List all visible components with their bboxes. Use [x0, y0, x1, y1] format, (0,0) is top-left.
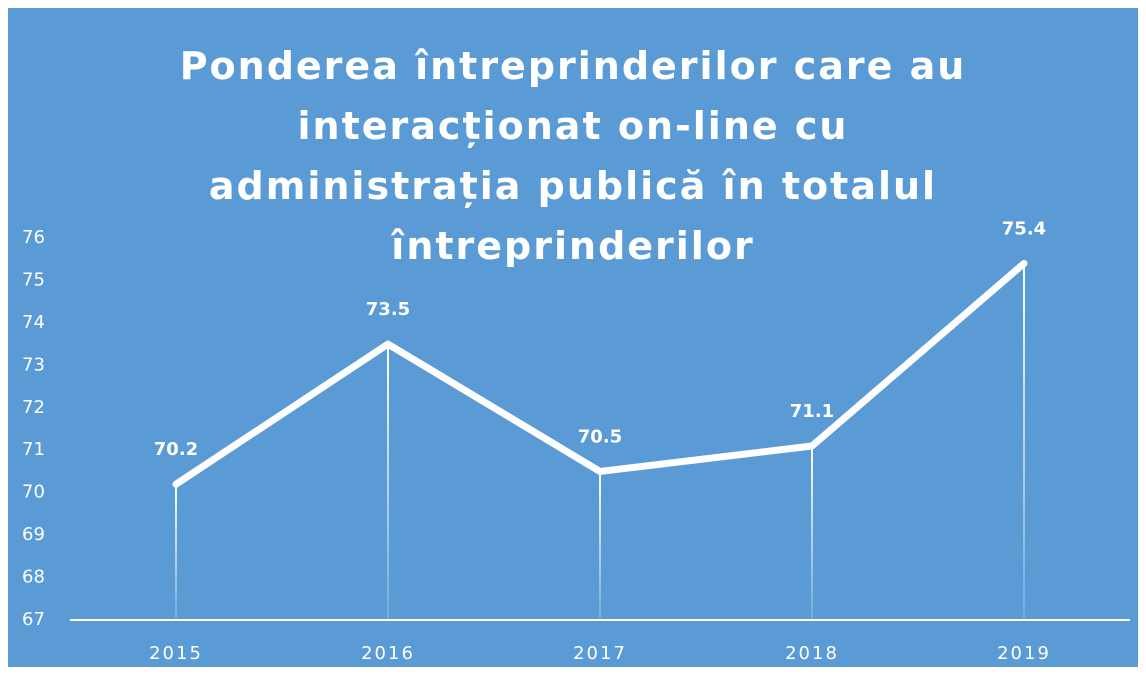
chart-area: 67 68 69 70 71 72 73 74 75 76 2015 2016 2017 2018 2019… [8, 8, 1138, 667]
x-tick-label: 2017 [573, 643, 627, 664]
y-tick-label: 72 [22, 397, 45, 418]
y-tick-label: 74 [22, 312, 45, 333]
drop-line [1023, 263, 1025, 620]
x-tick-label: 2018 [785, 643, 839, 664]
line-series [172, 259, 1028, 488]
data-label: 70.2 [154, 439, 198, 460]
y-tick-label: 73 [22, 354, 45, 375]
data-label: 71.1 [790, 401, 834, 422]
x-tick-label: 2019 [997, 643, 1051, 664]
y-tick-label: 75 [22, 269, 45, 290]
drop-line [387, 344, 389, 620]
x-tick-label: 2016 [361, 643, 415, 664]
drop-line [811, 445, 813, 620]
y-tick-label: 67 [22, 609, 45, 630]
y-tick-label: 70 [22, 482, 45, 503]
chart: 67 68 69 70 71 72 73 74 75 76 2015 2016 2017 2018 2019… [22, 218, 1130, 664]
y-tick-label: 71 [22, 439, 45, 460]
drop-line [175, 484, 177, 620]
x-tick-label: 2015 [149, 643, 203, 664]
y-tick-label: 69 [22, 524, 45, 545]
drop-line [599, 471, 601, 620]
data-label: 70.5 [578, 426, 622, 447]
y-tick-label: 68 [22, 567, 45, 588]
chart-title: Ponderea întreprinderilor care au intera… [179, 44, 967, 268]
y-tick-label: 76 [22, 227, 45, 248]
data-label: 73.5 [366, 299, 410, 320]
data-label: 75.4 [1002, 218, 1046, 239]
